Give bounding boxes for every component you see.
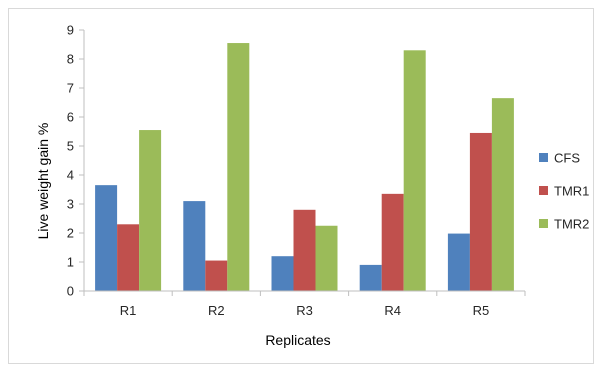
- bar-cfs-r5: [447, 233, 470, 291]
- legend-swatch-cfs: [539, 153, 548, 162]
- bar-tmr2-r5: [491, 98, 514, 292]
- bar-tmr1-r4: [381, 193, 404, 291]
- bar-cfs-r1: [95, 185, 118, 291]
- y-tick-label: 4: [67, 168, 74, 183]
- y-tick-label: 1: [67, 255, 74, 270]
- legend-label-tmr1: TMR1: [554, 184, 589, 199]
- x-tick-label: R4: [384, 303, 401, 318]
- bar-tmr2-r1: [139, 130, 162, 291]
- bar-cfs-r4: [359, 264, 382, 291]
- y-axis-title: Live weight gain %: [35, 123, 51, 240]
- bars: [95, 43, 514, 292]
- legend: CFS TMR1 TMR2: [539, 151, 589, 232]
- legend-label-cfs: CFS: [554, 151, 580, 166]
- y-tick-label: 5: [67, 139, 74, 154]
- y-tick-label: 9: [67, 23, 74, 38]
- y-tick-label: 3: [67, 197, 74, 212]
- x-axis-ticks: R1 R2 R3 R4 R5: [83, 291, 526, 318]
- bar-cfs-r2: [183, 201, 206, 291]
- legend-swatch-tmr2: [539, 219, 548, 228]
- y-axis-ticks: 0 1 2 3 4 5 6 7 8 9: [67, 23, 84, 299]
- bar-tmr2-r2: [227, 43, 250, 291]
- x-axis-title: Replicates: [265, 332, 330, 348]
- bar-tmr1-r5: [469, 132, 492, 291]
- x-tick-label: R5: [473, 303, 490, 318]
- y-tick-label: 6: [67, 110, 74, 125]
- bar-tmr2-r4: [403, 50, 426, 291]
- legend-swatch-tmr1: [539, 186, 548, 195]
- y-tick-label: 8: [67, 52, 74, 67]
- bar-tmr1-r2: [205, 260, 228, 291]
- x-tick-label: R3: [296, 303, 313, 318]
- legend-label-tmr2: TMR2: [554, 217, 589, 232]
- x-tick-label: R2: [208, 303, 225, 318]
- y-tick-label: 2: [67, 226, 74, 241]
- bar-tmr2-r3: [315, 225, 338, 291]
- bar-cfs-r3: [271, 256, 294, 291]
- bar-tmr1-r3: [293, 209, 316, 291]
- y-tick-label: 0: [67, 284, 74, 299]
- y-tick-label: 7: [67, 81, 74, 96]
- bar-tmr1-r1: [117, 224, 140, 291]
- x-tick-label: R1: [120, 303, 137, 318]
